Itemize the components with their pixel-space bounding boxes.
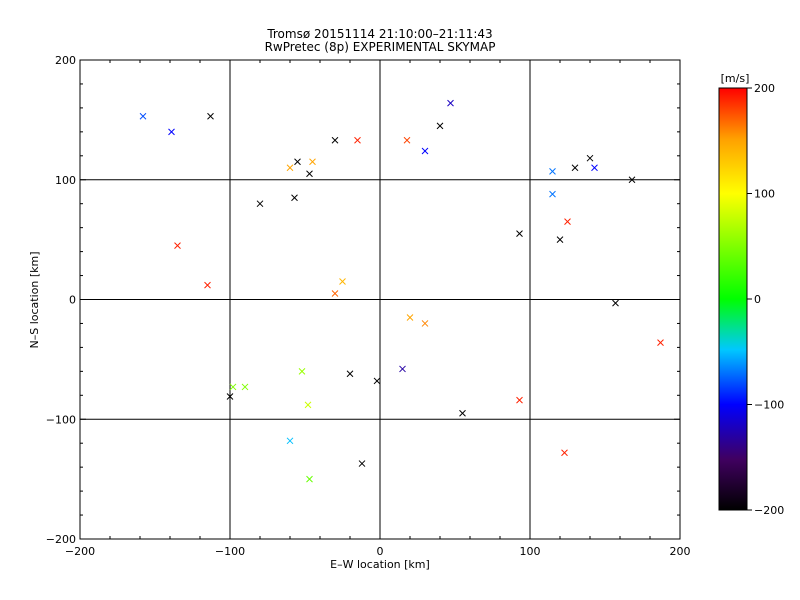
x-tick-label: 0	[377, 545, 384, 558]
scatter-point-x	[306, 475, 313, 483]
x-tick-label: −200	[65, 545, 95, 558]
scatter-point-x	[226, 393, 234, 400]
scatter-point-x	[403, 136, 411, 144]
scatter-point-x	[549, 168, 556, 175]
scatter-point-x	[459, 409, 466, 417]
y-axis-label: N–S location [km]	[28, 251, 41, 348]
chart-subtitle: RwPretec (8p) EXPERIMENTAL SKYMAP	[264, 40, 496, 54]
colorbar-gradient	[719, 88, 747, 510]
colorbar-unit-label: [m/s]	[721, 72, 750, 85]
scatter-points	[139, 99, 664, 483]
scatter-point-x	[549, 190, 556, 198]
colorbar-tick-label: −200	[754, 504, 784, 517]
scatter-point-x	[516, 396, 523, 404]
scatter-point-x	[358, 460, 366, 467]
scatter-point-x	[339, 278, 346, 285]
grid-lines	[80, 60, 680, 539]
scatter-point-x	[204, 281, 211, 289]
scatter-point-x	[174, 242, 181, 249]
colorbar-tick-label: −100	[754, 399, 784, 412]
scatter-point-x	[291, 194, 298, 202]
scatter-point-x	[564, 218, 571, 226]
scatter-point-x	[447, 99, 454, 107]
scatter-point-x	[241, 383, 249, 391]
colorbar: [m/s] 200 100 0 −100 −200	[718, 72, 784, 517]
scatter-point-x	[354, 136, 361, 144]
scatter-point-x	[304, 401, 312, 409]
colorbar-tick-label: 200	[754, 82, 775, 95]
scatter-point-x	[256, 200, 264, 208]
scatter-point-x	[399, 365, 406, 373]
x-tick-label: 200	[670, 545, 691, 558]
scatter-point-x	[286, 437, 294, 445]
scatter-point-x	[294, 158, 301, 166]
scatter-point-x	[591, 164, 598, 172]
scatter-point-x	[207, 112, 214, 120]
scatter-point-x	[406, 314, 414, 321]
scatter-point-x	[373, 377, 381, 385]
scatter-point-x	[331, 290, 339, 297]
scatter-point-x	[346, 370, 354, 378]
scatter-point-x	[286, 164, 294, 172]
y-tick-label: −200	[46, 533, 76, 546]
scatter-point-x	[612, 299, 619, 307]
x-tick-label: 100	[520, 545, 541, 558]
scatter-point-x	[556, 236, 564, 243]
scatter-point-x	[421, 147, 429, 155]
scatter-point-x	[139, 112, 147, 120]
scatter-point-x	[516, 230, 523, 237]
scatter-point-x	[229, 383, 237, 391]
scatter-point-x	[168, 128, 175, 136]
scatter-point-x	[421, 320, 429, 327]
scatter-point-x	[586, 154, 594, 162]
y-tick-label: 0	[69, 294, 76, 307]
scatter-point-x	[298, 367, 306, 375]
x-tick-label: −100	[215, 545, 245, 558]
scatter-point-x	[657, 339, 664, 346]
scatter-point-x	[331, 136, 339, 144]
axis-ticks: −200 −100 0 100 200 −200 −100 0 100 200	[46, 54, 691, 558]
scatter-point-x	[309, 158, 316, 166]
y-tick-label: 200	[55, 54, 76, 67]
scatter-point-x	[628, 176, 636, 184]
chart-title: Tromsø 20151114 21:10:00–21:11:43	[267, 27, 493, 41]
y-tick-label: −100	[46, 413, 76, 426]
scatter-point-x	[306, 170, 313, 178]
scatter-point-x	[571, 164, 579, 172]
scatter-point-x	[436, 122, 444, 130]
colorbar-tick-label: 100	[754, 188, 775, 201]
scatter-point-x	[561, 449, 568, 457]
colorbar-tick-label: 0	[754, 293, 761, 306]
y-tick-label: 100	[55, 174, 76, 187]
x-axis-label: E–W location [km]	[330, 558, 430, 571]
